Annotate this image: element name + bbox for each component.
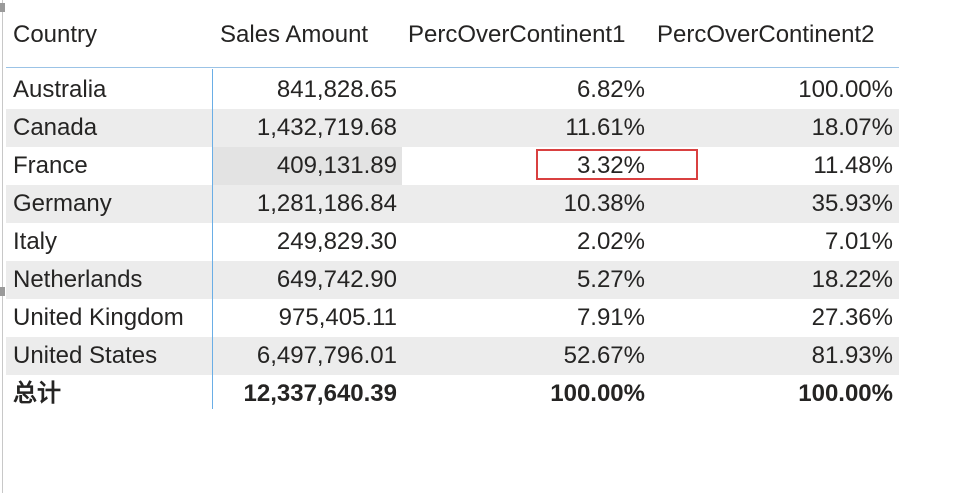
cell-perc-over-continent-1[interactable]: 2.02% [576, 228, 645, 255]
cell-perc-over-continent-1[interactable]: 52.67% [563, 342, 645, 369]
column-divider [212, 69, 213, 409]
resize-handle-top[interactable] [0, 3, 5, 12]
cell-country[interactable]: Netherlands [13, 266, 143, 293]
cell-sales-amount[interactable]: 1,281,186.84 [256, 190, 397, 217]
cell-sales-amount[interactable]: 1,432,719.68 [256, 114, 397, 141]
column-header-perc-over-continent-1[interactable]: PercOverContinent1 [408, 21, 626, 48]
cell-perc-over-continent-1[interactable]: 7.91% [576, 304, 645, 331]
table-visual: Country Sales Amount PercOverContinent1 … [6, 0, 900, 420]
table-row[interactable]: France 409,131.89 3.32% 11.48% [6, 147, 899, 185]
cell-sales-amount[interactable]: 649,742.90 [276, 266, 397, 293]
cell-perc-over-continent-2[interactable]: 100.00% [798, 76, 893, 103]
table-row[interactable]: Italy 249,829.30 2.02% 7.01% [6, 223, 899, 261]
resize-handle-middle[interactable] [0, 287, 5, 296]
cell-country[interactable]: Italy [13, 228, 58, 255]
cell-perc-over-continent-2[interactable]: 35.93% [811, 190, 893, 217]
total-row[interactable]: 总计 12,337,640.39 100.00% 100.00% [6, 375, 899, 413]
cell-country[interactable]: Germany [13, 190, 112, 217]
total-sales-amount[interactable]: 12,337,640.39 [243, 380, 397, 407]
cell-perc-over-continent-2[interactable]: 7.01% [824, 228, 893, 255]
cell-country[interactable]: United Kingdom [13, 304, 184, 331]
cell-country[interactable]: United States [13, 342, 158, 369]
table-row[interactable]: Canada 1,432,719.68 11.61% 18.07% [6, 109, 899, 147]
table-row[interactable]: Netherlands 649,742.90 5.27% 18.22% [6, 261, 899, 299]
column-header-row: Country Sales Amount PercOverContinent1 … [6, 15, 900, 55]
total-perc-over-continent-2[interactable]: 100.00% [798, 380, 893, 407]
header-divider-line [6, 67, 899, 68]
cell-perc-over-continent-2[interactable]: 18.22% [811, 266, 893, 293]
cell-country[interactable]: Canada [13, 114, 98, 141]
total-label: 总计 [13, 380, 61, 407]
table-row[interactable]: Australia 841,828.65 6.82% 100.00% [6, 71, 899, 109]
cell-sales-amount[interactable]: 841,828.65 [276, 76, 397, 103]
total-perc-over-continent-1[interactable]: 100.00% [550, 380, 645, 407]
cell-sales-amount[interactable]: 249,829.30 [276, 228, 397, 255]
cell-sales-amount[interactable]: 6,497,796.01 [256, 342, 397, 369]
cell-perc-over-continent-1[interactable]: 10.38% [563, 190, 645, 217]
hovered-cell-background [213, 147, 402, 185]
cell-perc-over-continent-2[interactable]: 18.07% [811, 114, 893, 141]
cell-perc-over-continent-1[interactable]: 6.82% [576, 76, 645, 103]
highlight-annotation-box [536, 149, 698, 180]
cell-country[interactable]: Australia [13, 76, 107, 103]
cell-country[interactable]: France [13, 152, 88, 179]
table-row[interactable]: United Kingdom 975,405.11 7.91% 27.36% [6, 299, 899, 337]
cell-perc-over-continent-1[interactable]: 3.32% [576, 152, 645, 179]
cell-perc-over-continent-1[interactable]: 11.61% [565, 114, 645, 141]
visual-left-edge [2, 0, 3, 493]
cell-perc-over-continent-1[interactable]: 5.27% [576, 266, 645, 293]
cell-perc-over-continent-2[interactable]: 81.93% [811, 342, 893, 369]
column-header-country[interactable]: Country [13, 21, 98, 48]
cell-perc-over-continent-2[interactable]: 11.48% [813, 152, 893, 179]
cell-sales-amount[interactable]: 975,405.11 [278, 304, 397, 331]
table-row[interactable]: Germany 1,281,186.84 10.38% 35.93% [6, 185, 899, 223]
cell-sales-amount[interactable]: 409,131.89 [276, 152, 397, 179]
column-header-perc-over-continent-2[interactable]: PercOverContinent2 [657, 21, 875, 48]
column-header-sales-amount[interactable]: Sales Amount [220, 21, 369, 48]
cell-perc-over-continent-2[interactable]: 27.36% [811, 304, 893, 331]
table-body: Australia 841,828.65 6.82% 100.00% Canad… [6, 71, 899, 413]
table-row[interactable]: United States 6,497,796.01 52.67% 81.93% [6, 337, 899, 375]
